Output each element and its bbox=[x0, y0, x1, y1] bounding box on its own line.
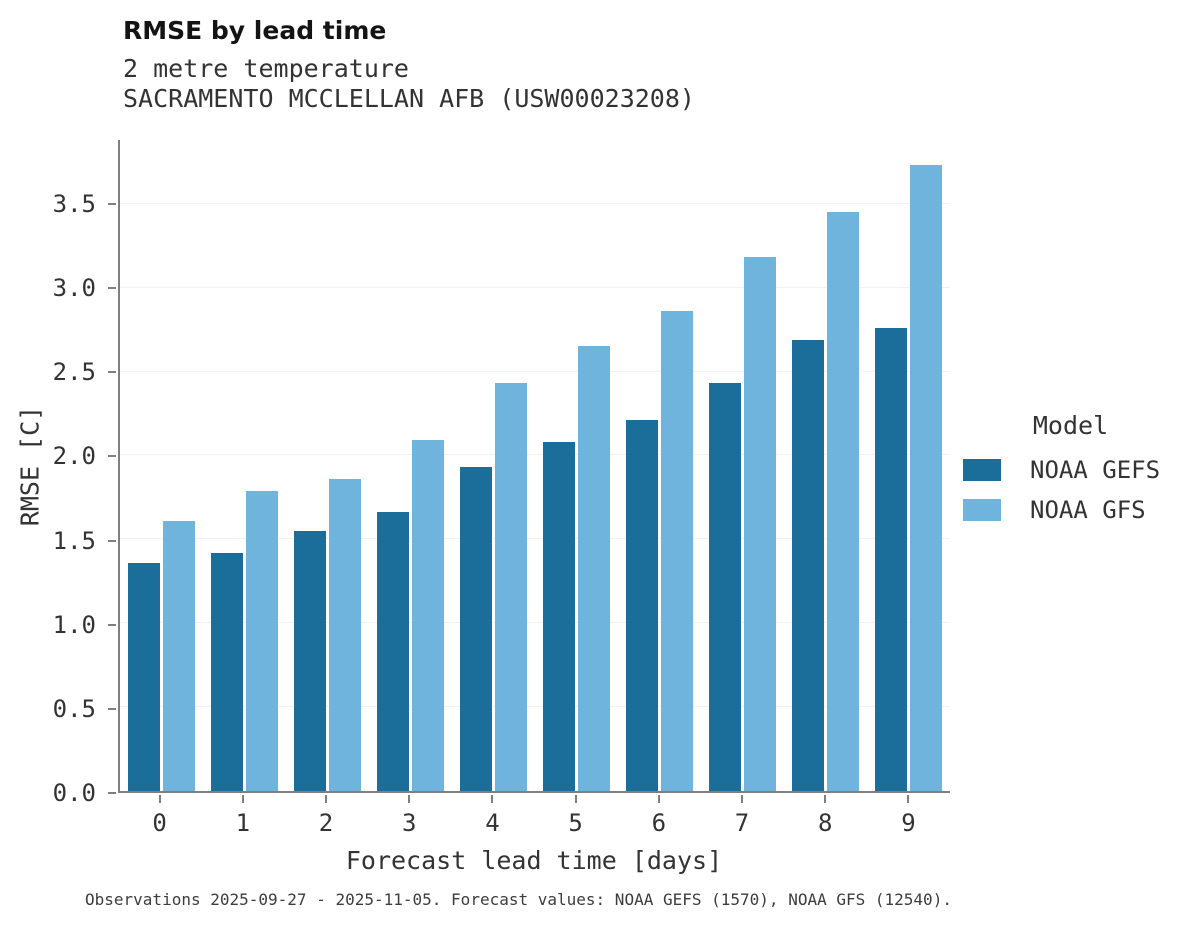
bar-noaa-gefs bbox=[543, 442, 575, 791]
y-tick-label: 0.0 bbox=[52, 779, 96, 807]
x-tick-label: 1 bbox=[201, 795, 284, 837]
caption: Observations 2025-09-27 - 2025-11-05. Fo… bbox=[85, 890, 952, 909]
bar-group bbox=[120, 140, 203, 791]
bar-group bbox=[452, 140, 535, 791]
legend-entries: NOAA GEFS NOAA GFS bbox=[963, 456, 1178, 524]
x-tick-label: 6 bbox=[617, 795, 700, 837]
chart-header: RMSE by lead time 2 metre temperature SA… bbox=[123, 16, 695, 114]
y-tick-label: 0.5 bbox=[52, 694, 96, 723]
bar-noaa-gefs bbox=[294, 530, 326, 791]
y-axis: 0.0 0.5 1.0 1.5 2.0 2.5 3.0 3.5 bbox=[0, 140, 118, 805]
chart-title: RMSE by lead time bbox=[123, 16, 387, 45]
bar-noaa-gefs bbox=[211, 552, 243, 791]
gridline bbox=[120, 370, 950, 372]
x-tick-label: 9 bbox=[867, 795, 950, 837]
y-tick-mark bbox=[108, 371, 116, 374]
legend-swatch bbox=[963, 499, 1001, 521]
bar-noaa-gefs bbox=[709, 383, 741, 791]
x-tick-label: 3 bbox=[368, 795, 451, 837]
bar-group bbox=[369, 140, 452, 791]
bar-noaa-gfs bbox=[661, 311, 693, 791]
legend-title: Model bbox=[1032, 411, 1109, 440]
bar-group bbox=[286, 140, 369, 791]
chart-subtitle-variable: 2 metre temperature bbox=[123, 54, 409, 83]
x-tick-label: 0 bbox=[118, 795, 201, 837]
gridline bbox=[120, 706, 950, 708]
y-tick-label: 2.0 bbox=[52, 442, 96, 471]
bar-noaa-gefs bbox=[875, 327, 907, 791]
y-tick-mark bbox=[108, 539, 116, 542]
bar-noaa-gfs bbox=[578, 346, 610, 791]
y-tick-mark bbox=[108, 623, 116, 626]
bar-group bbox=[701, 140, 784, 791]
legend-entry: NOAA GFS bbox=[963, 496, 1178, 524]
y-tick-label: 3.0 bbox=[52, 274, 96, 303]
x-tick-label: 2 bbox=[284, 795, 367, 837]
bar-noaa-gfs bbox=[744, 257, 776, 791]
plot-area bbox=[118, 140, 950, 793]
chart-subtitle-station: SACRAMENTO MCCLELLAN AFB (USW00023208) bbox=[123, 84, 695, 113]
gridline bbox=[120, 622, 950, 624]
legend: Model NOAA GEFS NOAA GFS bbox=[963, 411, 1178, 536]
x-tick-label: 7 bbox=[700, 795, 783, 837]
y-tick-mark bbox=[108, 202, 116, 205]
bar-noaa-gfs bbox=[910, 165, 942, 791]
y-tick-label: 1.0 bbox=[52, 610, 96, 639]
gridline bbox=[120, 202, 950, 204]
gridline bbox=[120, 538, 950, 540]
bar-noaa-gfs bbox=[412, 440, 444, 791]
bar-noaa-gefs bbox=[626, 420, 658, 791]
legend-entry: NOAA GEFS bbox=[963, 456, 1178, 484]
y-tick-label: 2.5 bbox=[52, 358, 96, 387]
bar-groups bbox=[120, 140, 950, 791]
legend-label: NOAA GFS bbox=[1030, 496, 1146, 524]
y-tick-mark bbox=[108, 287, 116, 290]
gridline bbox=[120, 454, 950, 456]
bar-group bbox=[867, 140, 950, 791]
x-tick-label: 5 bbox=[534, 795, 617, 837]
y-tick-label: 1.5 bbox=[52, 526, 96, 555]
bar-noaa-gefs bbox=[460, 467, 492, 791]
gridline bbox=[120, 286, 950, 288]
x-axis-title: Forecast lead time [days] bbox=[345, 846, 723, 875]
y-tick-mark bbox=[108, 455, 116, 458]
bar-noaa-gefs bbox=[377, 512, 409, 791]
bar-noaa-gefs bbox=[128, 562, 160, 791]
bar-group bbox=[784, 140, 867, 791]
bar-group bbox=[535, 140, 618, 791]
legend-label: NOAA GEFS bbox=[1030, 456, 1161, 484]
y-tick-mark bbox=[108, 707, 116, 710]
bar-noaa-gfs bbox=[495, 383, 527, 791]
gridlines bbox=[120, 140, 950, 791]
bar-noaa-gfs bbox=[827, 212, 859, 791]
bar-noaa-gfs bbox=[246, 490, 278, 791]
legend-swatch bbox=[963, 459, 1001, 481]
bar-noaa-gfs bbox=[163, 520, 195, 791]
bar-noaa-gefs bbox=[792, 339, 824, 791]
y-tick-mark bbox=[108, 792, 116, 794]
y-tick-label: 3.5 bbox=[52, 189, 96, 218]
x-tick-label: 8 bbox=[784, 795, 867, 837]
x-tick-label: 4 bbox=[451, 795, 534, 837]
bar-group bbox=[618, 140, 701, 791]
bar-group bbox=[203, 140, 286, 791]
bar-noaa-gfs bbox=[329, 478, 361, 791]
